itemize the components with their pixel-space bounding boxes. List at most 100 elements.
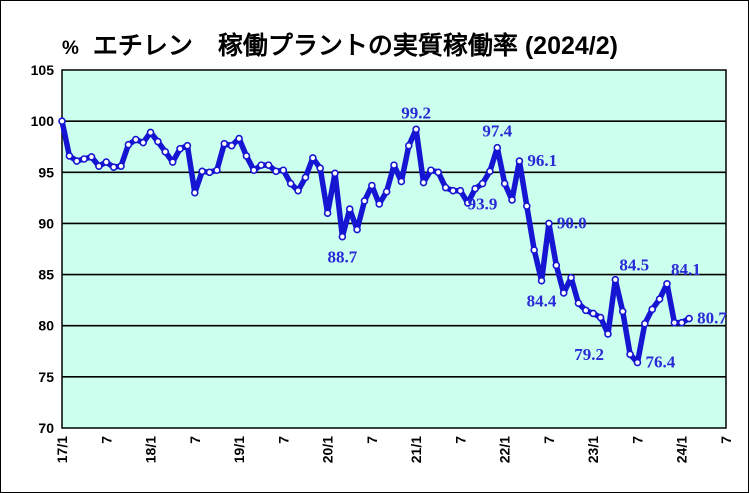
- data-point: [161, 148, 170, 156]
- data-point: [397, 177, 406, 186]
- data-labels: 88.7 99.2 93.9 97.4 96.1 84.4 90.0 79.2 84.5 76.4…: [327, 103, 727, 371]
- data-point: [515, 157, 524, 165]
- data-label: 99.2: [401, 103, 431, 122]
- data-point: [331, 169, 339, 178]
- x-tick-label: 7: [541, 436, 557, 444]
- y-tick-label: 75: [38, 369, 54, 385]
- data-point: [95, 162, 103, 170]
- x-tick-label: 19/1: [231, 436, 247, 463]
- data-point: [272, 167, 280, 176]
- x-tick-label: 7: [718, 436, 734, 444]
- data-point: [685, 314, 693, 323]
- data-point: [449, 186, 457, 195]
- data-point: [72, 157, 81, 165]
- x-tick-label: 7: [275, 436, 291, 444]
- data-label: 90.0: [557, 213, 587, 232]
- data-label: 84.4: [527, 292, 557, 311]
- data-point: [375, 200, 384, 208]
- title-unit: %: [62, 38, 79, 59]
- data-label: 84.1: [671, 260, 701, 279]
- x-tick-label: 22/1: [497, 436, 513, 463]
- x-tick-label: 18/1: [143, 436, 159, 463]
- y-axis-ticks: 70 75 80 85 90 95 100 105: [31, 62, 55, 436]
- data-label: 80.7: [697, 309, 727, 328]
- data-point: [205, 168, 214, 177]
- data-point: [530, 246, 538, 254]
- data-point: [309, 154, 317, 162]
- chart-title: % エチレン 稼働プラントの実質稼働率 (2024/2): [62, 26, 618, 62]
- data-point: [618, 307, 627, 316]
- data-point: [382, 187, 391, 196]
- data-point: [582, 306, 590, 315]
- y-tick-label: 90: [38, 215, 54, 231]
- y-tick-label: 70: [38, 420, 54, 436]
- data-point: [264, 161, 273, 169]
- data-point: [537, 276, 546, 285]
- data-point: [146, 128, 155, 137]
- data-point: [242, 152, 251, 160]
- x-tick-label: 7: [629, 436, 645, 444]
- data-point: [648, 305, 657, 314]
- data-point: [80, 155, 88, 163]
- data-point: [257, 161, 266, 169]
- x-tick-label: 24/1: [674, 436, 690, 463]
- data-point: [633, 358, 642, 367]
- data-point: [552, 261, 561, 270]
- x-tick-label: 20/1: [320, 436, 336, 463]
- data-point: [677, 318, 686, 327]
- data-point: [441, 183, 450, 192]
- data-point: [131, 135, 140, 144]
- data-point: [463, 199, 472, 207]
- data-point: [176, 144, 184, 153]
- data-point: [596, 313, 605, 322]
- data-point: [663, 279, 671, 288]
- data-point: [545, 219, 553, 228]
- x-tick-label: 21/1: [408, 436, 424, 463]
- data-point: [109, 163, 118, 171]
- data-point: [338, 232, 347, 241]
- data-point: [404, 141, 413, 150]
- data-point: [626, 350, 634, 359]
- data-point: [102, 158, 111, 166]
- data-point: [294, 186, 302, 195]
- data-point: [316, 164, 325, 172]
- data-point: [220, 139, 229, 148]
- data-point: [360, 197, 369, 205]
- x-tick-label: 7: [98, 436, 114, 444]
- x-axis-ticks: 17/1 7 18/1 7 19/1 7 20/1 7 21/1 7 22/1 7 23/1 7 24/1 7: [54, 436, 734, 463]
- x-tick-label: 23/1: [585, 436, 601, 463]
- data-point: [493, 143, 502, 152]
- data-point: [434, 168, 443, 177]
- data-point: [500, 179, 509, 188]
- y-tick-label: 105: [31, 62, 55, 78]
- data-point: [191, 188, 199, 197]
- data-label: 79.2: [574, 345, 604, 364]
- y-tick-label: 100: [31, 113, 55, 129]
- data-point: [124, 140, 133, 149]
- data-point: [478, 179, 487, 188]
- data-point: [508, 196, 516, 204]
- data-point: [456, 186, 465, 195]
- data-point: [139, 138, 147, 147]
- data-label: 76.4: [645, 353, 675, 372]
- data-point: [183, 141, 192, 150]
- data-point: [279, 166, 288, 175]
- data-point: [419, 178, 428, 187]
- title-text: エチレン 稼働プラントの実質稼働率 (2024/2): [92, 32, 618, 60]
- data-point: [589, 309, 598, 318]
- series-points: [58, 117, 693, 367]
- y-tick-label: 80: [38, 318, 54, 334]
- data-point: [567, 273, 575, 282]
- y-tick-label: 85: [38, 267, 54, 283]
- data-point: [522, 202, 531, 210]
- x-tick-label: 17/1: [54, 436, 70, 463]
- data-point: [235, 134, 243, 143]
- data-label: 88.7: [327, 248, 357, 267]
- data-point: [58, 117, 66, 125]
- data-point: [198, 167, 206, 176]
- data-point: [154, 137, 162, 146]
- data-point: [559, 289, 568, 297]
- data-point: [87, 153, 96, 161]
- data-point: [604, 330, 612, 338]
